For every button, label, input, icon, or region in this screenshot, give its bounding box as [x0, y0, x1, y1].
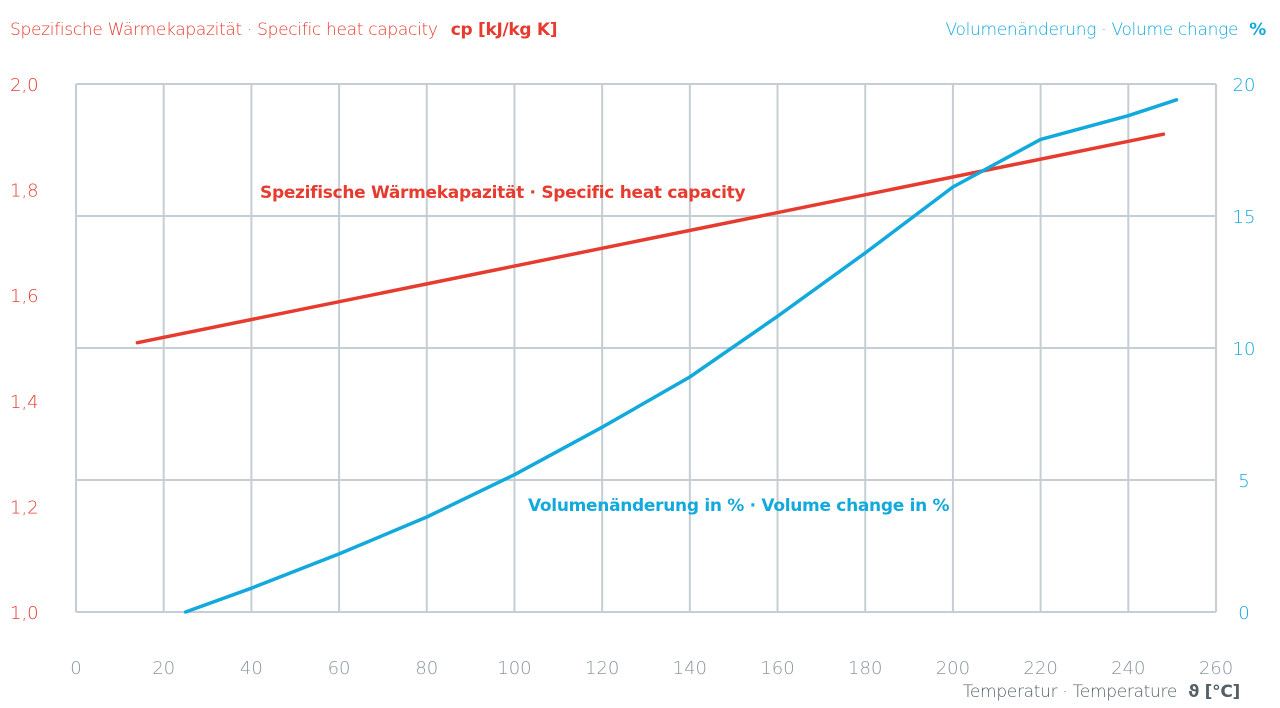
- series-line-heat-capacity: [135, 132, 1166, 345]
- series-label-heat-capacity: Spezifische Wärmekapazität · Specific he…: [260, 183, 745, 203]
- x-tick-label: 220: [1023, 658, 1057, 679]
- x-tick-label: 160: [760, 658, 794, 679]
- x-tick-label: 80: [415, 658, 438, 679]
- x-tick-label: 40: [240, 658, 263, 679]
- y-right-tick-label: 10: [1233, 339, 1256, 360]
- y-left-tick-label: 1,6: [10, 286, 39, 307]
- y-left-tick-label: 1,0: [10, 603, 39, 624]
- title-left-unit: cp [kJ/kg K]: [451, 20, 558, 40]
- title-right-unit: %: [1249, 20, 1266, 40]
- y-left-tick-label: 1,4: [10, 392, 39, 413]
- y-left-tick-label: 1,2: [10, 497, 39, 518]
- x-tick-label: 60: [328, 658, 351, 679]
- x-tick-label: 20: [152, 658, 175, 679]
- y-left-tick-label: 2,0: [10, 75, 39, 96]
- title-right-text: Volumenänderung · Volume change: [945, 20, 1238, 40]
- title-left: Spezifische Wärmekapazität · Specific he…: [10, 20, 557, 40]
- x-axis-label: Temperatur · Temperature ϑ [°C]: [963, 682, 1240, 702]
- x-tick-label: 260: [1199, 658, 1233, 679]
- x-tick-label: 100: [497, 658, 531, 679]
- x-tick-label: 0: [70, 658, 81, 679]
- y-right-tick-label: 20: [1233, 75, 1256, 96]
- series-lines: [135, 98, 1179, 614]
- y-right-tick-label: 15: [1233, 207, 1256, 228]
- x-tick-label: 200: [936, 658, 970, 679]
- x-axis-label-text: Temperatur · Temperature: [963, 682, 1177, 702]
- x-axis-label-unit: ϑ [°C]: [1188, 682, 1240, 702]
- grid: [75, 83, 1217, 613]
- y-right-tick-label: 5: [1238, 471, 1249, 492]
- x-tick-label: 140: [673, 658, 707, 679]
- series-line-volume-change: [183, 98, 1179, 614]
- x-tick-label: 240: [1111, 658, 1145, 679]
- title-left-text: Spezifische Wärmekapazität · Specific he…: [10, 20, 438, 40]
- title-right: Volumenänderung · Volume change %: [945, 20, 1266, 40]
- x-tick-label: 180: [848, 658, 882, 679]
- x-tick-label: 120: [585, 658, 619, 679]
- tick-labels: 0 20 40 60 80 100 120 140 160 180 200 220 240 2601,01…: [10, 75, 1255, 679]
- series-label-volume-change: Volumenänderung in % · Volume change in …: [528, 496, 950, 516]
- y-right-tick-label: 0: [1238, 603, 1249, 624]
- y-left-tick-label: 1,8: [10, 181, 39, 202]
